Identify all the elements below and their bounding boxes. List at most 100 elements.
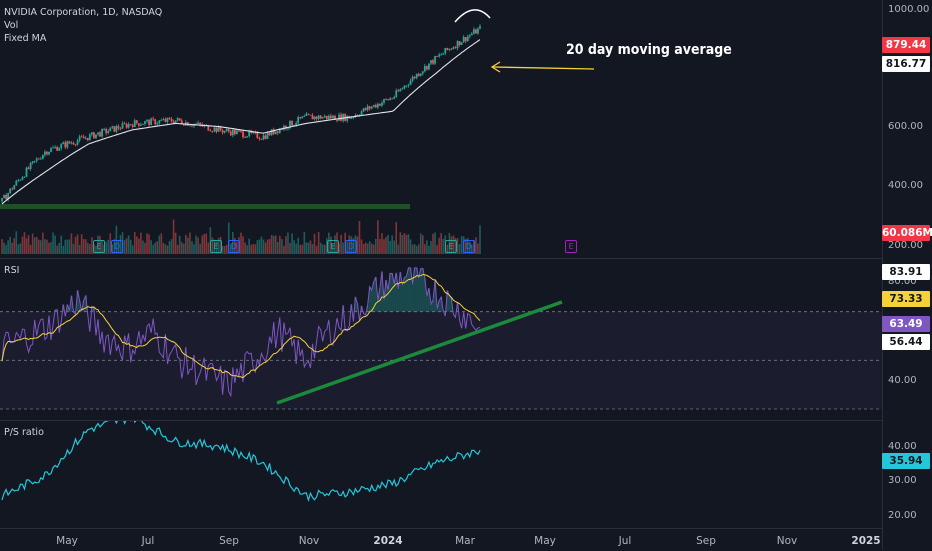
candle-body [460,42,463,45]
candle-body [9,188,12,194]
volume-bar [289,242,291,254]
volume-bar [191,241,193,254]
candle-body [413,76,416,79]
volume-bar [391,235,393,254]
volume-bar [419,233,422,254]
candle-body [29,162,32,169]
volume-bar [379,238,381,254]
volume-bar [325,238,328,254]
dividend-badge[interactable]: D [463,240,475,253]
ps-tick: 40.00 [888,441,917,452]
candle-body [472,29,475,34]
candle-body [364,108,367,110]
candle-body [3,194,5,199]
candle-body [70,142,73,144]
ps-tick: 30.00 [888,475,917,486]
candle-body [207,125,210,131]
candle-body [464,37,467,42]
candle-body [78,136,81,141]
candle-body [1,198,3,202]
candle-body [264,135,267,139]
time-label-year: 2025 [851,535,881,547]
candle-body [389,98,392,101]
volume-bar [383,239,385,254]
rsi-high-tag: 83.91 [882,264,930,280]
candle-body [115,126,118,132]
price-pane[interactable]: NVIDIA Corporation, 1D, NASDAQ Vol Fixed… [0,0,932,258]
candle-body [11,188,14,190]
dividend-badge[interactable]: D [345,240,357,253]
rsi-overbought-fill [372,281,375,312]
volume-bar [197,237,199,254]
candle-body [180,120,183,124]
candle-body [229,131,232,136]
price-chart[interactable] [0,0,882,258]
ps-pane[interactable]: P/S ratio [0,421,932,528]
candle-body [105,128,108,134]
candle-body [309,114,312,116]
earnings-badge[interactable]: E [445,240,457,253]
rsi-overbought-fill [376,300,379,312]
volume-bar [25,238,28,254]
earnings-badge[interactable]: E [565,240,577,253]
vol-indicator-label[interactable]: Vol [4,20,19,31]
volume-bar [477,243,479,254]
volume-bar [37,239,40,254]
volume-bar [415,245,418,254]
volume-bar [207,242,210,254]
earnings-badge[interactable]: E [210,240,222,253]
price-tick: 600.00 [888,121,923,132]
volume-bar [44,239,46,254]
volume-bar [170,239,173,254]
volume-bar [246,245,248,254]
rsi-chart[interactable] [0,259,882,420]
annotation-arrow [492,66,595,70]
volume-bar [5,244,7,254]
pane-divider[interactable] [0,420,882,421]
candle-body [462,37,465,43]
candle-body [166,117,169,122]
volume-bar [362,243,365,254]
ps-label[interactable]: P/S ratio [4,427,44,438]
volume-bar [23,232,26,254]
candle-body [395,90,398,97]
rsi-label[interactable]: RSI [4,265,20,276]
volume-bar [295,243,297,254]
candle-body [295,123,298,125]
candle-body [46,151,48,155]
candle-body [50,148,52,152]
candle-body [434,56,436,64]
candle-body [39,158,42,160]
candle-body [428,63,430,70]
volume-bar [377,220,379,254]
candle-body [82,136,85,139]
rsi-value-tag: 63.49 [882,316,930,332]
volume-bar [315,245,318,254]
dividend-badge[interactable]: D [111,240,123,253]
rsi-trendline [276,300,563,405]
symbol-title[interactable]: NVIDIA Corporation, 1D, NASDAQ [4,7,163,18]
time-axis[interactable]: May Jul Sep Nov 2024 Mar May Jul Sep Nov… [0,528,882,551]
annotation-text[interactable]: 20 day moving average [566,42,732,58]
volume-bar [399,232,402,254]
fixed-ma-indicator-label[interactable]: Fixed MA [4,33,47,44]
volume-bar [7,240,9,254]
candle-body [250,131,253,134]
earnings-badge[interactable]: E [93,240,105,253]
candle-body [256,132,259,139]
rsi-pane[interactable]: RSI [0,259,932,420]
candle-body [37,158,40,160]
earnings-badge[interactable]: E [327,240,339,253]
candle-body [272,129,275,135]
candle-body [293,124,296,126]
dividend-badge[interactable]: D [228,240,240,253]
rsi-overbought-fill [374,277,377,312]
candle-body [313,116,316,120]
candle-body [88,134,91,141]
volume-bar [234,238,236,254]
candle-body [76,140,79,145]
volume-bar [115,225,118,254]
ps-chart[interactable] [0,421,882,528]
pane-divider[interactable] [0,258,882,259]
volume-bar [432,233,434,254]
